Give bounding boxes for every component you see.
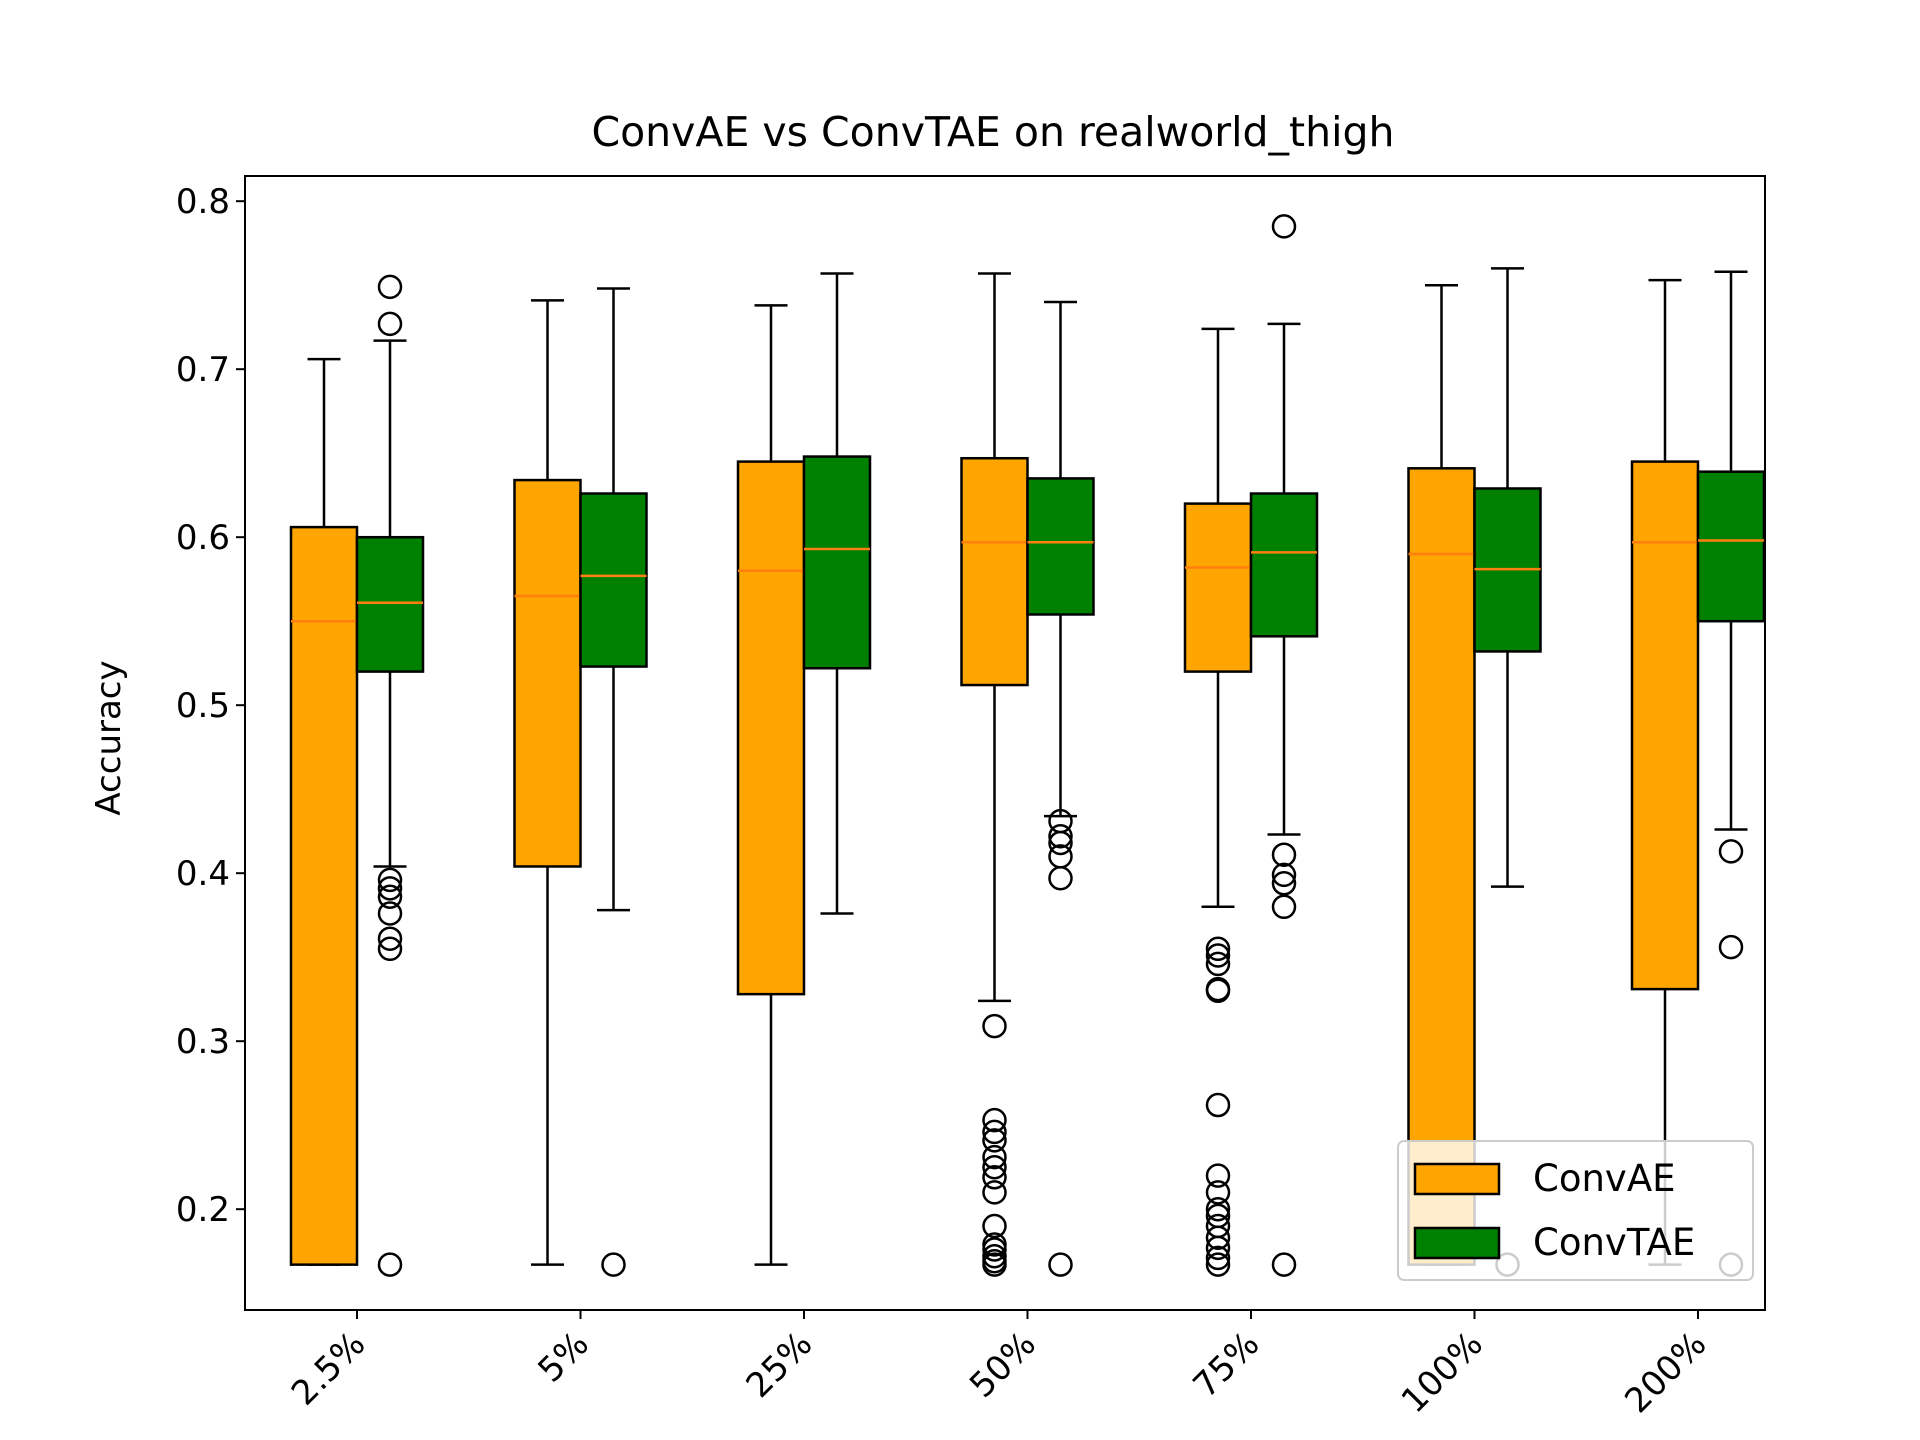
y-axis-label: Accuracy: [89, 660, 129, 815]
outlier-point: [1718, 839, 1744, 864]
outlier-point: [1205, 1092, 1231, 1118]
outlier-point: [1271, 894, 1297, 920]
outlier-point: [377, 901, 403, 926]
outlier-point: [982, 1213, 1007, 1239]
outlier-point: [982, 1128, 1007, 1153]
y-tick-label: 0.5: [176, 686, 230, 726]
outlier-point: [1718, 934, 1744, 960]
plot-frame: [244, 175, 1766, 1311]
box-body: [1407, 467, 1476, 1266]
outlier-point: [377, 926, 403, 951]
box-convtae-0: [355, 274, 425, 1277]
outlier-point: [1048, 830, 1073, 856]
outlier-point: [982, 1165, 1007, 1190]
plot-area: [289, 214, 1766, 1277]
outlier-point: [982, 1013, 1007, 1039]
box-body: [960, 456, 1029, 687]
y-tick-label: 0.3: [176, 1022, 230, 1062]
box-body: [1630, 460, 1700, 991]
box-convae-2: [736, 304, 806, 1266]
outlier-point: [1205, 978, 1231, 1004]
outlier-point: [1205, 1235, 1231, 1261]
outlier-point: [1205, 936, 1231, 962]
legend-label-convae: ConvAE: [1533, 1157, 1676, 1200]
y-tick-label: 0.7: [176, 350, 230, 390]
outlier-point: [1205, 1163, 1231, 1188]
box-convtae-2: [802, 272, 872, 915]
outlier-point: [1048, 823, 1073, 849]
box-body: [1026, 477, 1095, 616]
outlier-point: [982, 1154, 1007, 1180]
box-convtae-4: [1249, 214, 1319, 1277]
outlier-point: [1205, 1225, 1231, 1251]
box-body: [1183, 502, 1253, 673]
outlier-point: [1205, 951, 1231, 977]
box-convae-3: [960, 272, 1029, 1277]
outlier-point: [1205, 1196, 1231, 1222]
box-convae-4: [1183, 327, 1253, 1277]
outlier-point: [982, 1119, 1007, 1145]
outlier-point: [377, 311, 403, 337]
outlier-point: [377, 274, 403, 300]
series-convtae: [355, 214, 1766, 1277]
box-body: [355, 535, 425, 673]
outlier-point: [982, 1180, 1007, 1205]
outlier-point: [377, 876, 403, 901]
box-body: [579, 492, 648, 668]
legend-label-convtae: ConvTAE: [1533, 1221, 1695, 1264]
legend-swatch-convae: [1413, 1162, 1501, 1196]
outlier-point: [1205, 1180, 1231, 1205]
outlier-point: [601, 1252, 626, 1277]
outlier-point: [1271, 842, 1297, 867]
series-convae: [289, 272, 1700, 1277]
outlier-point: [1048, 1252, 1073, 1277]
outlier-point: [377, 1252, 403, 1277]
box-convae-1: [513, 299, 582, 1266]
box-body: [802, 455, 872, 670]
outlier-point: [1048, 865, 1073, 891]
outlier-point: [982, 1237, 1007, 1262]
box-convtae-5: [1473, 267, 1542, 1277]
outlier-point: [377, 867, 403, 893]
outlier-point: [1205, 943, 1231, 968]
box-body: [289, 525, 359, 1266]
box-convae-0: [289, 357, 359, 1266]
box-body: [736, 460, 806, 996]
outlier-point: [377, 884, 403, 909]
outlier-point: [377, 936, 403, 962]
outlier-point: [1271, 862, 1297, 888]
box-body: [513, 478, 582, 868]
outlier-point: [1205, 1252, 1231, 1277]
chart-title: ConvAE vs ConvTAE on realworld_thigh: [591, 108, 1394, 156]
box-convae-6: [1630, 278, 1700, 1266]
y-tick-label: 0.6: [176, 518, 230, 558]
outlier-point: [982, 1144, 1007, 1170]
outlier-point: [1271, 1252, 1297, 1277]
y-tick-label: 0.8: [176, 182, 230, 222]
y-tick-label: 0.4: [176, 854, 230, 894]
legend-swatch-convtae: [1413, 1226, 1501, 1260]
box-convtae-3: [1026, 300, 1095, 1277]
box-convae-5: [1407, 283, 1476, 1266]
outlier-point: [982, 1252, 1007, 1277]
box-body: [1249, 492, 1319, 638]
y-tick-label: 0.2: [176, 1190, 230, 1230]
outlier-point: [1205, 1245, 1231, 1271]
outlier-point: [982, 1107, 1007, 1133]
legend: ConvAE ConvTAE: [1397, 1140, 1754, 1281]
box-convtae-1: [579, 287, 648, 1277]
box-body: [1696, 470, 1766, 623]
outlier-point: [1271, 871, 1297, 896]
outlier-point: [1271, 214, 1297, 239]
